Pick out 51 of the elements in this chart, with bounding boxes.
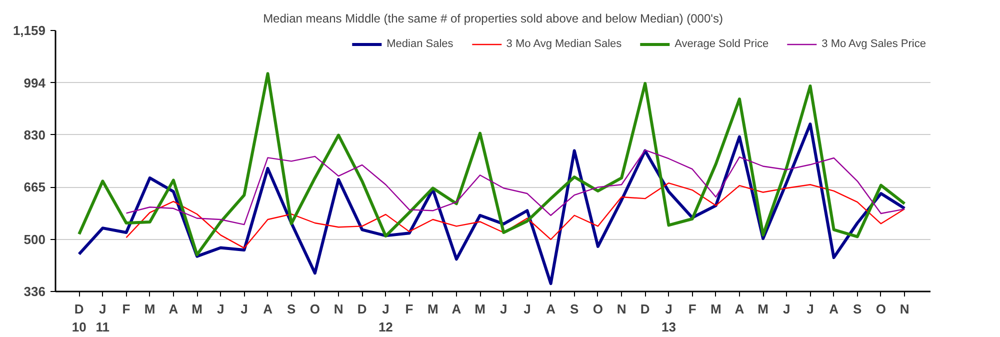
x-tick-label: F	[688, 302, 696, 316]
x-tick-label: A	[452, 302, 462, 316]
x-tick-label: J	[216, 302, 224, 316]
x-tick-label: J	[524, 302, 531, 316]
legend-label: 3 Mo Avg Median Sales	[506, 38, 622, 50]
line-series	[126, 149, 906, 226]
x-tick-label: J 11	[96, 302, 110, 334]
line-series	[78, 122, 906, 286]
x-tick-label: A	[829, 302, 840, 316]
y-tick-label: 336	[24, 284, 46, 299]
x-tick-label: F	[405, 302, 414, 316]
x-tick-label: D	[640, 302, 650, 316]
y-tick-label: 665	[24, 180, 46, 195]
x-tick-label: A	[168, 302, 179, 316]
x-tick-label: A	[263, 302, 274, 316]
legend-label: Average Sold Price	[674, 38, 769, 50]
x-tick-label: F	[122, 302, 130, 316]
x-tick-label: O	[592, 302, 604, 316]
line-series	[78, 72, 906, 256]
y-tick-label: 500	[24, 232, 46, 247]
x-tick-label: A	[546, 302, 556, 316]
legend-label: 3 Mo Avg Sales Price	[822, 38, 926, 50]
x-tick-label: N	[900, 302, 910, 316]
line-series	[126, 182, 906, 249]
chart-title: Median means Middle (the same # of properties sold above and below Median) (000's)	[263, 12, 723, 26]
x-tick-label: M	[758, 302, 768, 316]
legend-label: Median Sales	[386, 38, 454, 50]
x-tick-label: J	[500, 302, 508, 316]
x-tick-label: D	[357, 302, 367, 316]
x-tick-label: O	[310, 302, 320, 316]
y-tick-label: 994	[24, 75, 46, 90]
x-tick-label: J	[240, 302, 248, 316]
x-tick-label: M	[427, 302, 438, 316]
x-tick-label: J	[783, 302, 790, 316]
y-tick-label: 1,159	[12, 23, 46, 38]
x-tick-label: M	[710, 302, 722, 316]
x-tick-label: N	[334, 302, 344, 316]
x-tick-label: M	[192, 302, 202, 316]
x-tick-label: S	[570, 302, 580, 316]
x-tick-label: J 13	[661, 302, 676, 334]
x-tick-label: N	[616, 302, 626, 316]
x-tick-label: A	[734, 302, 745, 316]
y-tick-label: 830	[24, 127, 46, 142]
x-tick-label: S	[853, 302, 862, 316]
x-tick-label: M	[144, 302, 156, 316]
x-tick-label: O	[876, 302, 886, 316]
x-tick-label: D 10	[72, 302, 86, 334]
x-tick-label: J	[806, 302, 814, 316]
x-tick-label: J 12	[378, 302, 393, 334]
x-tick-label: S	[287, 302, 296, 316]
x-tick-label: M	[474, 302, 486, 316]
